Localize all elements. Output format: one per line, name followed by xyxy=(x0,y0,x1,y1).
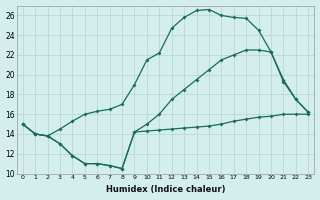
X-axis label: Humidex (Indice chaleur): Humidex (Indice chaleur) xyxy=(106,185,225,194)
